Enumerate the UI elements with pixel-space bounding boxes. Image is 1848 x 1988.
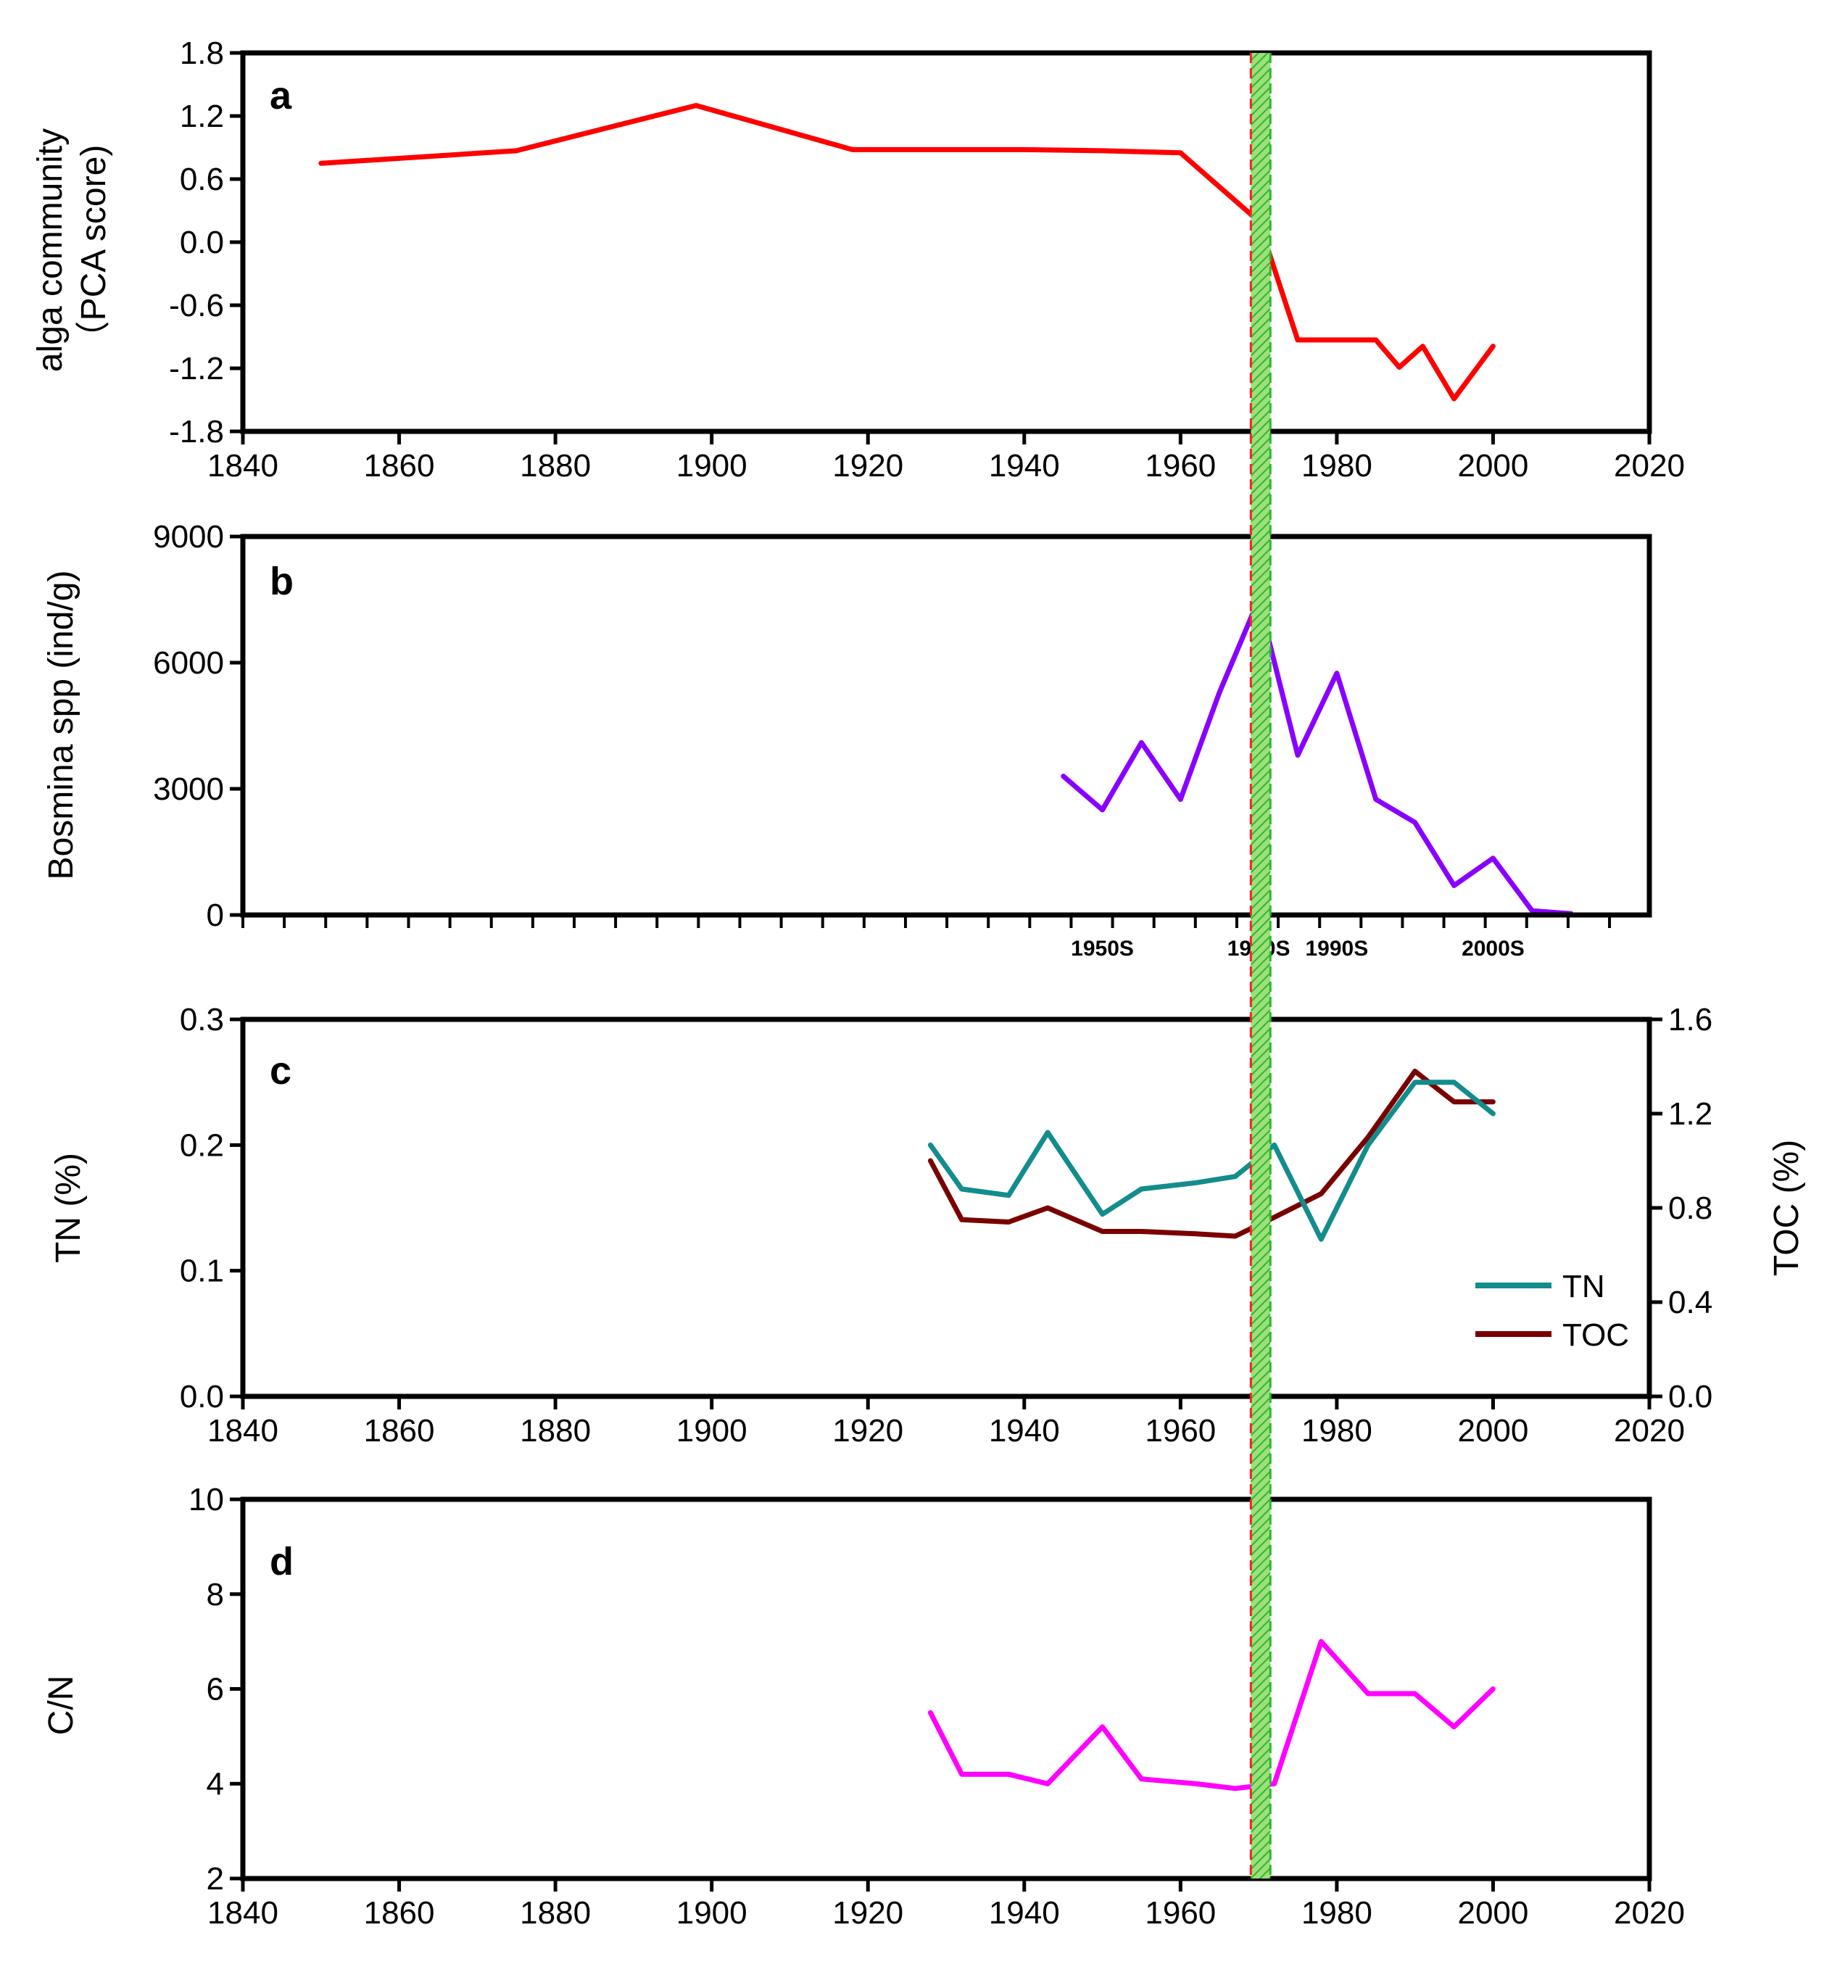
panel-c-ytick-label-right-2: 0.8 [1668,1190,1712,1226]
panel-d-xtick-label-4: 1920 [832,1895,903,1931]
panel-c-xtick-label-8: 2000 [1457,1413,1528,1449]
panel-a-ytick-label-left-0: 1.8 [180,36,224,71]
panel-d-xtick-label-3: 1900 [676,1895,747,1931]
panel-a-xtick-label-7: 1980 [1301,448,1372,484]
panel-c-toc-line [927,1069,1496,1239]
panel-c-xtick-label-2: 1880 [520,1413,591,1449]
panel-a-xtick-label-1: 1860 [364,448,435,484]
decade-label-2000s: 2000S [1462,937,1525,961]
panel-d-xtick-label-2: 1880 [520,1895,591,1931]
panel-a-ytick-label-left-5: -1.2 [169,351,224,386]
panel-a-xtick-label-8: 2000 [1457,448,1528,484]
panel-c-xtick-label-1: 1860 [364,1413,435,1449]
panel-c-xtick-label-0: 1840 [207,1413,278,1449]
legend-toc-label: TOC [1562,1317,1629,1353]
panel-c-ylabel-right: TOC (%) [1768,1140,1806,1276]
marker-band [1249,53,1272,1879]
marker-band-hatch [1251,53,1271,1879]
panel-c-ylabel-left: TN (%) [49,1153,88,1263]
panel-b-letter: b [270,560,294,603]
panel-b-bosmina-line [1061,597,1574,916]
panel-c-ytick-label-left-1: 0.2 [180,1127,224,1163]
panel-c-ytick-label-right-1: 1.2 [1668,1096,1712,1132]
panel-d-cn-line [927,1639,1496,1792]
panel-b-frame [240,534,1652,918]
panel-c-ytick-label-right-0: 1.6 [1668,1002,1712,1038]
panel-c-xtick-label-6: 1960 [1145,1413,1216,1449]
panel-d-ytick-label-left-0: 10 [188,1482,224,1517]
panel-a-xtick-label-9: 2020 [1614,448,1685,484]
panel-a-algae-line [318,103,1496,402]
panel-c-ytick-label-left-2: 0.1 [180,1254,224,1289]
panel-d-xtick-label-1: 1860 [364,1895,435,1931]
panel-b-yticks: 9000 6000 3000 0 [153,519,243,933]
panel-a-letter: a [270,74,292,117]
panel-a-ytick-label-left-4: -0.6 [169,288,224,323]
panel-a-frame [240,50,1652,434]
panel-d: 10 8 6 4 2 1840 1860 1880 1900 1920 1940 1960 1980 2… [42,1482,1685,1931]
panel-d-xtick-label-6: 1960 [1145,1895,1216,1931]
panel-b: 9000 6000 3000 0 b Bosmina spp (ind/g) 1950… [42,519,1652,961]
panel-c-xtick-label-9: 2020 [1614,1413,1685,1449]
decade-label-1990s: 1990S [1306,937,1369,961]
panel-d-xtick-label-5: 1940 [989,1895,1060,1931]
panel-b-ytick-label-left-1: 6000 [153,645,224,681]
panel-c-ytick-label-left-0: 0.3 [180,1002,224,1038]
panel-d-ytick-label-left-3: 4 [207,1766,224,1802]
panel-c-ytick-label-left-3: 0.0 [180,1379,224,1415]
panel-c-xtick-label-7: 1980 [1301,1413,1372,1449]
panel-d-xticks: 1840 1860 1880 1900 1920 1940 1960 1980 2000 2020 [207,1879,1685,1931]
panel-a-yticks: 1.8 1.2 0.6 0.0 -0.6 -1.2 -1.8 [169,36,243,450]
panel-a-xtick-label-5: 1940 [989,448,1060,484]
panel-d-xtick-label-8: 2000 [1457,1895,1528,1931]
panel-b-ytick-label-left-3: 0 [207,898,224,933]
panel-a-xticks: 1840 1860 1880 1900 1920 1940 1960 1980 2000 2020 [207,431,1685,484]
panel-c-letter: c [270,1049,291,1093]
panel-d-xtick-label-7: 1980 [1301,1895,1372,1931]
panel-a-xtick-label-0: 1840 [207,448,278,484]
panel-d-ylabel: C/N [42,1676,80,1736]
panel-b-ylabel: Bosmina spp (ind/g) [42,571,80,880]
panel-c-tn-line [927,1080,1496,1242]
panel-c-ytick-label-right-3: 0.4 [1668,1285,1712,1320]
panel-d-xtick-label-9: 2020 [1614,1895,1685,1931]
panel-d-frame [240,1496,1652,1881]
panel-c-legend: TN TOC [1475,1269,1629,1353]
panel-a-ytick-label-left-2: 0.6 [180,162,224,197]
panel-a-ytick-label-left-1: 1.2 [180,99,224,134]
panel-b-ytick-label-left-2: 3000 [153,771,224,807]
legend-tn-label: TN [1562,1269,1605,1304]
panel-a-ytick-label-left-3: 0.0 [180,225,224,260]
panel-a: 1.8 1.2 0.6 0.0 -0.6 -1.2 -1.8 1840 1860 1880 190… [31,36,1685,484]
panel-c-ytick-label-right-4: 0.0 [1668,1379,1712,1415]
panel-b-ytick-label-left-0: 9000 [153,519,224,555]
panel-d-xtick-label-0: 1840 [207,1895,278,1931]
panel-a-ytick-label-left-6: -1.8 [169,414,224,450]
panel-a-xtick-label-6: 1960 [1145,448,1216,484]
panel-a-ylabel-line1: alga community [31,128,70,372]
panel-a-xtick-label-4: 1920 [832,448,903,484]
panel-c-yticks-right: 1.6 1.2 0.8 0.4 0.0 [1649,1002,1712,1415]
panel-a-xtick-label-3: 1900 [676,448,747,484]
panel-c-xticks: 1840 1860 1880 1900 1920 1940 1960 1980 2000 2020 [207,1396,1685,1449]
panel-c-frame [240,1016,1652,1399]
decade-label-1950s: 1950S [1071,937,1134,961]
panel-d-letter: d [270,1540,294,1583]
panel-d-yticks: 10 8 6 4 2 [188,1482,243,1897]
panel-c-xtick-label-5: 1940 [989,1413,1060,1449]
panel-d-ytick-label-left-4: 2 [207,1861,224,1897]
panel-c-yticks-left: 0.3 0.2 0.1 0.0 [180,1002,243,1415]
panel-a-xtick-label-2: 1880 [520,448,591,484]
panel-a-ylabel-line2: （PCA score) [75,145,113,356]
panel-d-ytick-label-left-2: 6 [207,1672,224,1707]
panel-c-xtick-label-4: 1920 [832,1413,903,1449]
panel-c-xtick-label-3: 1900 [676,1413,747,1449]
panel-d-ytick-label-left-1: 8 [207,1577,224,1612]
panel-c: 0.3 0.2 0.1 0.0 1.6 1.2 0.8 0.4 0.0 1840 1860 188… [49,1002,1806,1449]
